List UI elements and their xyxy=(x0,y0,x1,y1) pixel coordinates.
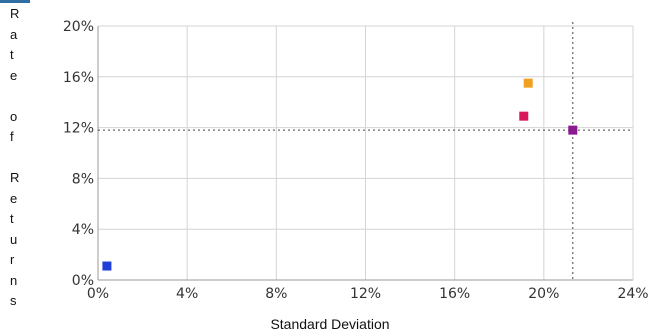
data-point xyxy=(102,261,112,271)
y-tick-label: 16% xyxy=(63,70,94,86)
y-tick-label: 20% xyxy=(63,19,94,35)
y-axis-label-char: R xyxy=(10,6,20,21)
y-tick-label: 4% xyxy=(72,222,94,238)
x-axis-label: Standard Deviation xyxy=(270,316,390,332)
y-tick-label: 12% xyxy=(63,121,94,137)
x-tick-label: 24% xyxy=(617,286,648,302)
y-axis-label-char: e xyxy=(10,67,18,83)
y-tick-label: 0% xyxy=(72,273,94,289)
x-tick-labels: 0% 4% 8% 12% 16% 20% 24% xyxy=(87,286,649,302)
y-axis-label-char: r xyxy=(10,252,15,267)
y-tick-label: 8% xyxy=(72,171,94,187)
y-axis-label-char: e xyxy=(10,190,18,206)
x-tick-label: 16% xyxy=(439,286,470,302)
y-axis-label-char: u xyxy=(10,231,18,247)
y-axis-label-char: a xyxy=(10,26,18,42)
y-tick-labels: 0% 4% 8% 12% 16% 20% xyxy=(63,19,94,289)
y-axis-label-char: t xyxy=(10,211,14,226)
x-tick-label: 20% xyxy=(528,286,559,302)
y-axis-label-char: R xyxy=(10,170,20,185)
y-axis-label-char: n xyxy=(10,272,18,288)
y-axis-label-char: t xyxy=(10,47,14,62)
y-axis-label-char: s xyxy=(10,293,17,308)
grid-lines xyxy=(97,25,634,281)
reference-lines xyxy=(98,22,633,280)
data-points xyxy=(102,78,578,271)
x-tick-label: 8% xyxy=(265,286,287,302)
x-tick-label: 0% xyxy=(87,286,109,302)
data-point xyxy=(519,111,529,121)
y-axis-label-char: f xyxy=(10,129,14,144)
x-tick-label: 4% xyxy=(176,286,198,302)
data-point xyxy=(568,125,578,135)
title-accent-bar xyxy=(0,0,30,3)
x-tick-label: 12% xyxy=(350,286,381,302)
data-point xyxy=(523,78,533,88)
y-axis-label-char: o xyxy=(10,108,18,124)
plot-frame xyxy=(97,25,634,281)
